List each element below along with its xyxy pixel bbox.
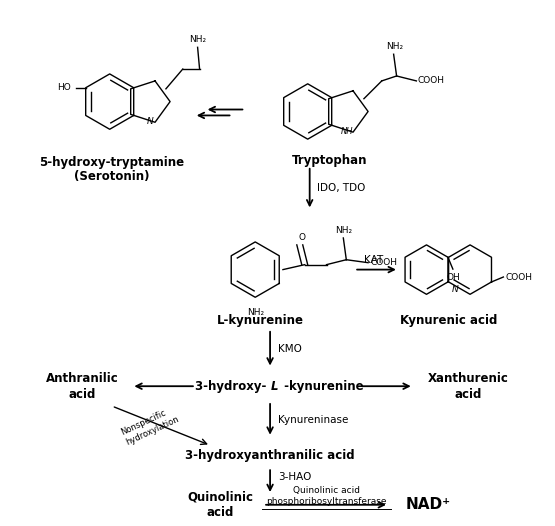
Text: COOH: COOH (418, 76, 445, 85)
Text: Xanthurenic
acid: Xanthurenic acid (428, 372, 508, 401)
Text: L: L (271, 380, 279, 393)
Text: O: O (298, 234, 305, 242)
Text: NH₂: NH₂ (335, 226, 352, 235)
Text: NAD⁺: NAD⁺ (406, 497, 451, 512)
Text: NH₂: NH₂ (189, 35, 206, 44)
Text: HO: HO (57, 83, 71, 92)
Text: L-kynurenine: L-kynurenine (216, 315, 304, 328)
Text: -kynurenine: -kynurenine (280, 380, 364, 393)
Text: Kynurenic acid: Kynurenic acid (400, 315, 497, 328)
Text: 5-hydroxy-tryptamine: 5-hydroxy-tryptamine (39, 156, 184, 169)
Text: KAT: KAT (365, 255, 384, 265)
Text: NH: NH (341, 127, 354, 136)
Text: COOH: COOH (370, 258, 397, 267)
Text: Kynureninase: Kynureninase (278, 415, 349, 425)
Text: N: N (147, 117, 154, 126)
Text: Quinolinic acid: Quinolinic acid (293, 487, 360, 495)
Text: Anthranilic
acid: Anthranilic acid (46, 372, 118, 401)
Text: N: N (451, 285, 458, 294)
Text: NH₂: NH₂ (246, 308, 264, 317)
Text: Quinolinic
acid: Quinolinic acid (188, 490, 254, 519)
Text: (Serotonin): (Serotonin) (74, 170, 149, 183)
Text: 3-HAO: 3-HAO (278, 472, 311, 482)
Text: Tryptophan: Tryptophan (292, 155, 367, 167)
Text: Nonspecific
hydroxylation: Nonspecific hydroxylation (119, 405, 180, 447)
Text: COOH: COOH (506, 272, 533, 281)
Text: KMO: KMO (278, 343, 302, 353)
Text: 3-hydroxyanthranilic acid: 3-hydroxyanthranilic acid (185, 449, 355, 462)
Text: 3-hydroxy-: 3-hydroxy- (195, 380, 270, 393)
Text: NH₂: NH₂ (386, 42, 403, 51)
Text: OH: OH (446, 272, 460, 281)
Text: phosphoribosyltransferase: phosphoribosyltransferase (266, 497, 387, 507)
Text: IDO, TDO: IDO, TDO (316, 183, 365, 193)
